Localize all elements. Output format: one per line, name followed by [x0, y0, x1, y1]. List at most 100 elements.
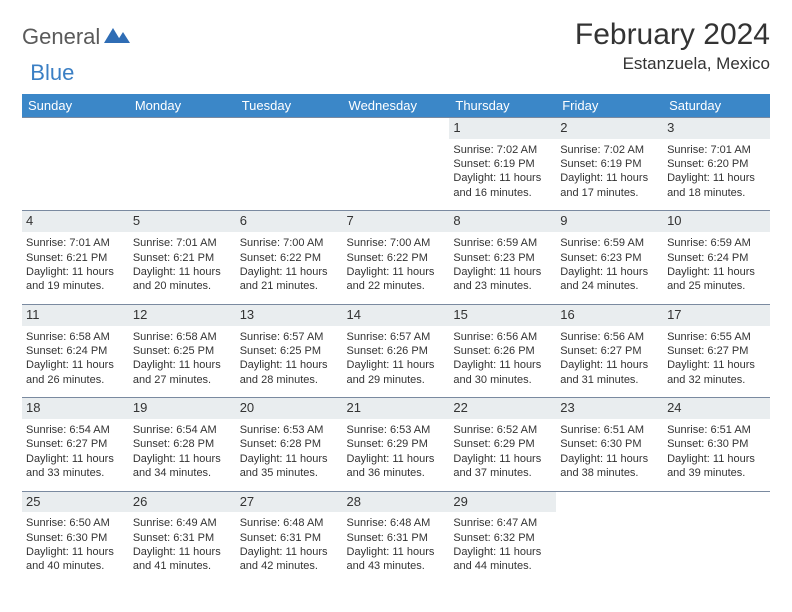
daylight-text: Daylight: 11 hours and 34 minutes.	[133, 452, 232, 481]
sunrise-text: Sunrise: 6:58 AM	[133, 330, 232, 344]
sunrise-text: Sunrise: 7:01 AM	[133, 236, 232, 250]
month-title: February 2024	[575, 18, 770, 52]
empty-cell	[556, 512, 663, 584]
data-row: Sunrise: 6:54 AMSunset: 6:27 PMDaylight:…	[22, 419, 770, 491]
sunrise-text: Sunrise: 6:53 AM	[240, 423, 339, 437]
daylight-text: Daylight: 11 hours and 33 minutes.	[26, 452, 125, 481]
sunset-text: Sunset: 6:27 PM	[667, 344, 766, 358]
day-cell: Sunrise: 6:57 AMSunset: 6:25 PMDaylight:…	[236, 326, 343, 398]
col-sunday: Sunday	[22, 94, 129, 118]
sunset-text: Sunset: 6:22 PM	[240, 251, 339, 265]
col-saturday: Saturday	[663, 94, 770, 118]
day-number: 22	[449, 398, 556, 419]
sunset-text: Sunset: 6:21 PM	[133, 251, 232, 265]
daylight-text: Daylight: 11 hours and 19 minutes.	[26, 265, 125, 294]
daylight-text: Daylight: 11 hours and 28 minutes.	[240, 358, 339, 387]
day-number: 10	[663, 211, 770, 232]
sunrise-text: Sunrise: 6:54 AM	[133, 423, 232, 437]
daylight-text: Daylight: 11 hours and 16 minutes.	[453, 171, 552, 200]
sunset-text: Sunset: 6:19 PM	[560, 157, 659, 171]
empty-daynum	[22, 118, 129, 139]
day-cell: Sunrise: 6:58 AMSunset: 6:25 PMDaylight:…	[129, 326, 236, 398]
day-number: 19	[129, 398, 236, 419]
daylight-text: Daylight: 11 hours and 43 minutes.	[347, 545, 446, 574]
daylight-text: Daylight: 11 hours and 21 minutes.	[240, 265, 339, 294]
day-number: 13	[236, 304, 343, 325]
day-cell: Sunrise: 7:00 AMSunset: 6:22 PMDaylight:…	[343, 232, 450, 304]
daylight-text: Daylight: 11 hours and 44 minutes.	[453, 545, 552, 574]
day-cell: Sunrise: 6:52 AMSunset: 6:29 PMDaylight:…	[449, 419, 556, 491]
day-cell: Sunrise: 7:02 AMSunset: 6:19 PMDaylight:…	[556, 139, 663, 211]
sunrise-text: Sunrise: 6:49 AM	[133, 516, 232, 530]
sunset-text: Sunset: 6:23 PM	[560, 251, 659, 265]
day-number: 6	[236, 211, 343, 232]
daynum-row: 123	[22, 118, 770, 139]
sunset-text: Sunset: 6:29 PM	[453, 437, 552, 451]
day-number: 29	[449, 491, 556, 512]
sunset-text: Sunset: 6:31 PM	[133, 531, 232, 545]
day-cell: Sunrise: 6:53 AMSunset: 6:29 PMDaylight:…	[343, 419, 450, 491]
daylight-text: Daylight: 11 hours and 20 minutes.	[133, 265, 232, 294]
sunrise-text: Sunrise: 6:53 AM	[347, 423, 446, 437]
daylight-text: Daylight: 11 hours and 35 minutes.	[240, 452, 339, 481]
day-cell: Sunrise: 7:00 AMSunset: 6:22 PMDaylight:…	[236, 232, 343, 304]
sunrise-text: Sunrise: 6:56 AM	[453, 330, 552, 344]
day-number: 26	[129, 491, 236, 512]
sunset-text: Sunset: 6:30 PM	[26, 531, 125, 545]
day-number: 15	[449, 304, 556, 325]
daynum-row: 11121314151617	[22, 304, 770, 325]
day-number: 20	[236, 398, 343, 419]
daylight-text: Daylight: 11 hours and 23 minutes.	[453, 265, 552, 294]
sunset-text: Sunset: 6:28 PM	[240, 437, 339, 451]
logo-text-blue: Blue	[30, 60, 74, 86]
day-cell: Sunrise: 7:01 AMSunset: 6:21 PMDaylight:…	[129, 232, 236, 304]
calendar-table: Sunday Monday Tuesday Wednesday Thursday…	[22, 94, 770, 584]
day-number: 16	[556, 304, 663, 325]
empty-cell	[343, 139, 450, 211]
daynum-row: 18192021222324	[22, 398, 770, 419]
day-number: 1	[449, 118, 556, 139]
daylight-text: Daylight: 11 hours and 40 minutes.	[26, 545, 125, 574]
sunset-text: Sunset: 6:29 PM	[347, 437, 446, 451]
sunrise-text: Sunrise: 6:51 AM	[560, 423, 659, 437]
daylight-text: Daylight: 11 hours and 17 minutes.	[560, 171, 659, 200]
sunrise-text: Sunrise: 6:52 AM	[453, 423, 552, 437]
day-cell: Sunrise: 6:56 AMSunset: 6:26 PMDaylight:…	[449, 326, 556, 398]
day-cell: Sunrise: 6:54 AMSunset: 6:27 PMDaylight:…	[22, 419, 129, 491]
sunrise-text: Sunrise: 6:57 AM	[240, 330, 339, 344]
sunrise-text: Sunrise: 7:00 AM	[347, 236, 446, 250]
day-cell: Sunrise: 6:59 AMSunset: 6:23 PMDaylight:…	[556, 232, 663, 304]
daylight-text: Daylight: 11 hours and 36 minutes.	[347, 452, 446, 481]
sunset-text: Sunset: 6:28 PM	[133, 437, 232, 451]
col-tuesday: Tuesday	[236, 94, 343, 118]
sunset-text: Sunset: 6:22 PM	[347, 251, 446, 265]
sunrise-text: Sunrise: 6:55 AM	[667, 330, 766, 344]
sunset-text: Sunset: 6:26 PM	[347, 344, 446, 358]
daylight-text: Daylight: 11 hours and 18 minutes.	[667, 171, 766, 200]
day-number: 27	[236, 491, 343, 512]
sunrise-text: Sunrise: 7:02 AM	[560, 143, 659, 157]
day-cell: Sunrise: 6:49 AMSunset: 6:31 PMDaylight:…	[129, 512, 236, 584]
daylight-text: Daylight: 11 hours and 29 minutes.	[347, 358, 446, 387]
day-number: 28	[343, 491, 450, 512]
daylight-text: Daylight: 11 hours and 31 minutes.	[560, 358, 659, 387]
calendar-header-row: Sunday Monday Tuesday Wednesday Thursday…	[22, 94, 770, 118]
day-cell: Sunrise: 6:56 AMSunset: 6:27 PMDaylight:…	[556, 326, 663, 398]
calendar-page: General February 2024 Estanzuela, Mexico…	[0, 0, 792, 584]
sunset-text: Sunset: 6:24 PM	[26, 344, 125, 358]
sunrise-text: Sunrise: 6:47 AM	[453, 516, 552, 530]
daylight-text: Daylight: 11 hours and 37 minutes.	[453, 452, 552, 481]
day-cell: Sunrise: 6:51 AMSunset: 6:30 PMDaylight:…	[663, 419, 770, 491]
day-number: 2	[556, 118, 663, 139]
day-number: 17	[663, 304, 770, 325]
daylight-text: Daylight: 11 hours and 38 minutes.	[560, 452, 659, 481]
daylight-text: Daylight: 11 hours and 39 minutes.	[667, 452, 766, 481]
logo-text-general: General	[22, 24, 100, 50]
calendar-body: 123Sunrise: 7:02 AMSunset: 6:19 PMDaylig…	[22, 118, 770, 585]
sunset-text: Sunset: 6:19 PM	[453, 157, 552, 171]
daylight-text: Daylight: 11 hours and 24 minutes.	[560, 265, 659, 294]
sunrise-text: Sunrise: 6:54 AM	[26, 423, 125, 437]
data-row: Sunrise: 7:02 AMSunset: 6:19 PMDaylight:…	[22, 139, 770, 211]
daylight-text: Daylight: 11 hours and 41 minutes.	[133, 545, 232, 574]
day-number: 9	[556, 211, 663, 232]
